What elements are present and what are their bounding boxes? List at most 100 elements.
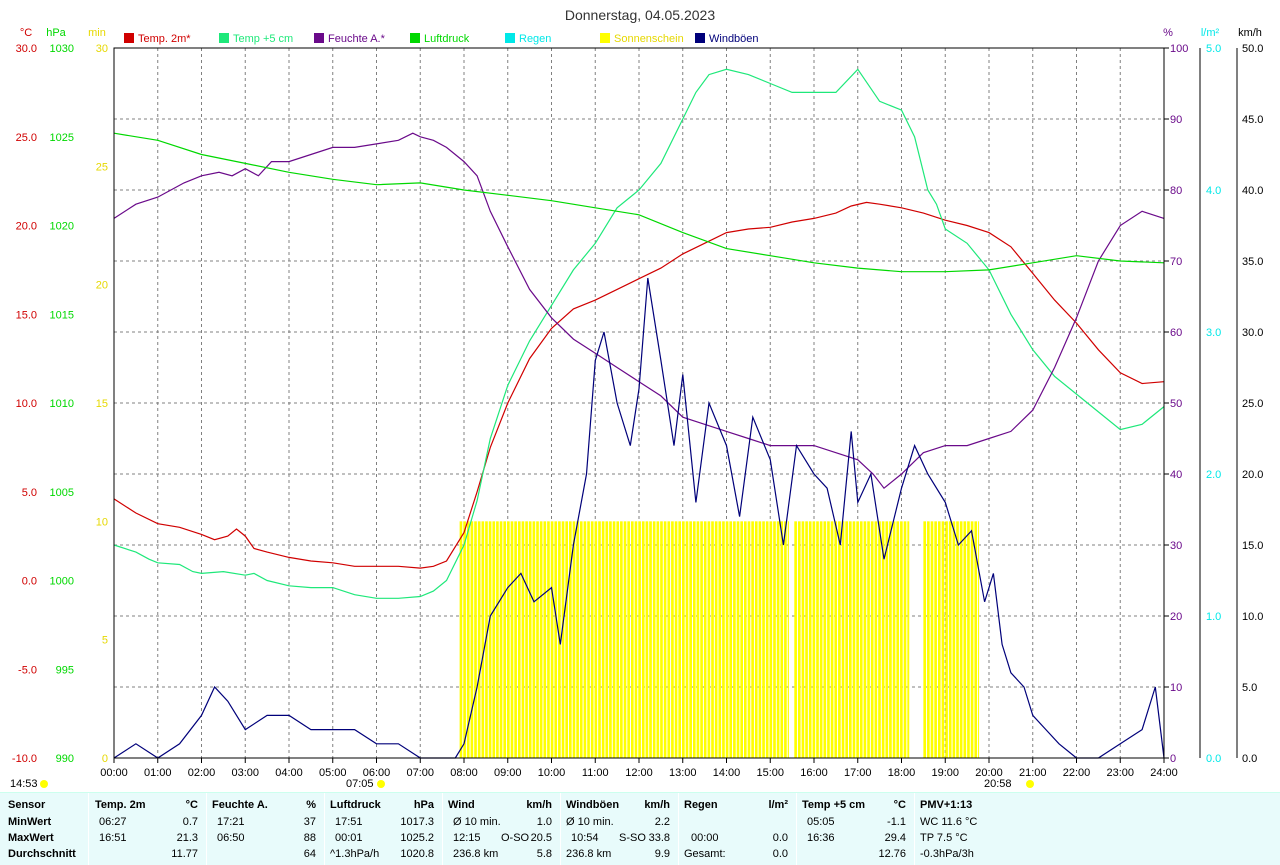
stats-rain-max-value: 0.0 [772,832,788,844]
stats-humidity-avg: 64 [303,848,316,860]
humidity-line [113,132,1165,490]
stats-humidity-unit: % [306,799,316,811]
sun-icon [40,780,48,788]
stats-temp5cm-avg: 12.76 [878,848,906,860]
x-tick-label: 00:00 [100,767,128,779]
sunshine-bar [937,521,941,758]
sunshine-bar [736,521,740,758]
stats-temp5cm-max-value: 29.4 [884,832,906,844]
sunshine-bars [459,521,980,758]
stats-pressure-header: Luftdruck [330,799,381,811]
sunshine-bar [627,521,630,758]
sunshine-bar [572,521,576,758]
x-tick-label: 23:00 [1106,767,1134,779]
sun-axis-tick-label: 0 [102,753,108,765]
humidity-axis-tick-label: 20 [1170,611,1182,623]
sunshine-bar [601,521,605,758]
x-tick-label: 04:00 [275,767,303,779]
sunshine-bar [583,521,587,758]
sunshine-bar [547,521,550,758]
sunshine-bar [765,521,769,758]
sunshine-bar [867,521,870,758]
sunshine-bar [718,521,722,758]
sun-axis-tick-label: 25 [96,161,108,173]
sunshine-bar [823,521,827,758]
sun-axis-tick-label: 10 [96,516,108,528]
sunshine-bar [827,521,830,758]
stats-row-min-label: MinWert [8,816,52,828]
sunshine-bar [496,521,499,758]
stats-wind-avg: 5.8 [536,848,552,860]
humidity-axis-tick-label: 30 [1170,540,1182,552]
stats-humidity-min-value: 37 [303,816,316,828]
sunshine-bar [729,521,733,758]
stats-gusts-max-time: 10:54 [571,832,599,844]
sunshine-bar [963,521,967,758]
stats-humidity-header: Feuchte A. [212,799,268,811]
sunshine-bar [945,521,948,758]
temp-axis-tick-label: 0.0 [22,576,37,588]
humidity-axis-tick-label: 0 [1170,753,1176,765]
stats-pmv-dewpoint: TP 7.5 °C [920,832,968,844]
stats-pressure-avg: 1020.8 [400,848,434,860]
legend-swatch [314,33,324,43]
sunshine-bar [685,521,689,758]
stats-temp2m-max-value: 21.3 [176,832,198,844]
sunshine-bar [689,521,692,758]
temp-axis-tick-label: -10.0 [12,753,37,765]
sunshine-bar [959,521,963,758]
legend: Temp. 2m* Temp +5 cm Feuchte A.* Luftdruck R… [124,33,759,45]
x-tick-label: 10:00 [538,767,566,779]
pressure-axis-tick-label: 1025 [50,132,74,144]
sunshine-bar [907,521,910,758]
wind-axis-tick-label: 45.0 [1242,114,1263,126]
sunshine-bar [948,521,952,758]
x-tick-label: 11:00 [582,767,609,779]
stats-pressure-max-value: 1025.2 [400,832,434,844]
sunshine-bar [525,521,528,758]
stats-col-humidity: Feuchte A.% 17:21 37 06:50 88 64 [207,793,325,865]
stats-wind-header: Wind [448,799,475,811]
sunshine-bar [934,521,937,758]
sunshine-bar [923,521,927,758]
x-tick-label: 01:00 [144,767,172,779]
sunshine-bar [747,521,751,758]
wind-axis-tick-label: 50.0 [1242,43,1263,55]
sunshine-bar [841,521,845,758]
temp-axis-tick-label: 10.0 [16,398,37,410]
sunrise-label: 07:05 [346,778,374,790]
statistics-table: Sensor MinWert MaxWert Durchschnitt Temp… [0,792,1280,865]
sunshine-bar [649,521,652,758]
x-tick-label: 09:00 [494,767,522,779]
stats-temp2m-unit: °C [185,799,198,811]
x-tick-label: 08:00 [450,767,478,779]
x-tick-label: 18:00 [888,767,916,779]
stats-col-pmv: PMV+1:13 WC 11.6 °C TP 7.5 °C -0.3hPa/3h [915,793,1280,865]
sunshine-bar [682,521,685,758]
sunset-icon [1026,780,1034,788]
sunshine-bar [521,521,525,758]
sunshine-bar [514,521,517,758]
sunshine-bar [550,521,554,758]
stats-gusts-avg: 9.9 [654,848,670,860]
sunshine-bar [492,521,496,758]
sunshine-bar [714,521,718,758]
sunshine-bar [565,521,568,758]
stats-gusts-max-value: 33.8 [648,832,670,844]
stats-wind-unit: km/h [526,799,552,811]
stats-rain-header: Regen [684,799,718,811]
stats-pmv-header: PMV+1:13 [920,799,973,811]
stats-temp2m-header: Temp. 2m [95,799,146,811]
temp-axis-tick-label: 5.0 [22,487,37,499]
weather-chart: Donnerstag, 04.05.2023 00:00 01:00 02:00 03… [10,7,1264,790]
stats-wind-max-value: 20.5 [530,832,552,844]
stats-wind-avg10-value: 1.0 [536,816,552,828]
sunshine-bar [900,521,903,758]
stats-col-sensor: Sensor MinWert MaxWert Durchschnitt [0,793,89,865]
sunshine-bar [692,521,696,758]
wind-axis-tick-label: 20.0 [1242,469,1263,481]
temp-axis-tick-label: 25.0 [16,132,37,144]
stats-wind-max-time: 12:15 [453,832,481,844]
sunshine-bar [703,521,707,758]
sunshine-bar [517,521,521,758]
